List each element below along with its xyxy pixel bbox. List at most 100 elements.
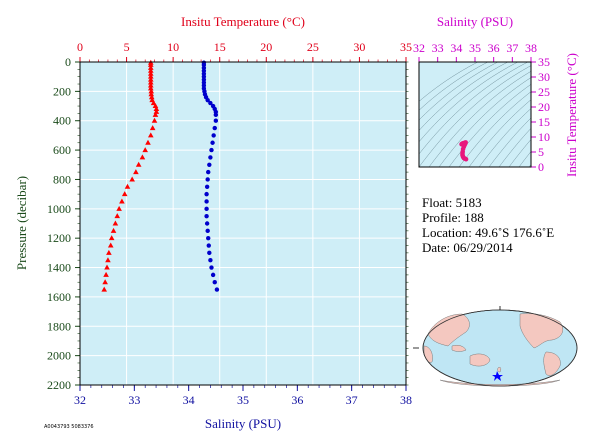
temperature-point xyxy=(110,227,117,233)
ts-temperature-tick-label: 5 xyxy=(538,145,544,159)
temperature-tick-label: 10 xyxy=(167,40,179,54)
ts-plot-area xyxy=(419,62,531,167)
salinity-point xyxy=(204,184,210,189)
salinity-tick-label: 35 xyxy=(237,393,249,407)
ts-temperature-tick-label: 30 xyxy=(538,70,550,84)
salinity-point xyxy=(207,250,212,256)
pressure-tick-label: 1000 xyxy=(47,202,71,216)
ts-salinity-tick-label: 33 xyxy=(432,41,444,55)
temperature-point xyxy=(139,154,146,160)
salinity-point xyxy=(206,243,211,248)
pressure-tick-label: 1800 xyxy=(47,319,71,333)
ts-salinity-tick-label: 35 xyxy=(469,41,481,55)
temperature-point xyxy=(149,125,156,131)
salinity-point xyxy=(208,100,213,106)
salinity-point xyxy=(210,272,216,278)
temperature-point xyxy=(135,161,142,167)
temperature-point xyxy=(152,111,159,117)
temperature-tick-label: 15 xyxy=(214,40,226,54)
temperature-point xyxy=(119,198,125,204)
temperature-point xyxy=(147,73,154,79)
temperature-point xyxy=(102,279,108,285)
temperature-point xyxy=(147,132,154,138)
salinity-point xyxy=(204,199,209,204)
ts-point xyxy=(463,156,469,162)
temperature-point xyxy=(145,139,151,145)
salinity-tick-label: 34 xyxy=(183,393,195,407)
density-contour xyxy=(428,71,531,167)
density-contour xyxy=(518,151,531,167)
footer-code: A0043793 5083376 xyxy=(44,424,94,430)
salinity-point xyxy=(213,118,219,123)
float-number: Float: 5183 xyxy=(422,195,482,210)
temperature-point xyxy=(152,103,159,109)
ts-salinity-tick-label: 38 xyxy=(525,41,537,55)
density-contour xyxy=(448,84,531,167)
pressure-tick-label: 1400 xyxy=(47,261,71,275)
temperature-tick-label: 0 xyxy=(77,40,83,54)
pressure-tick-label: 200 xyxy=(53,84,71,98)
temperature-point xyxy=(114,213,121,219)
temperature-point xyxy=(108,235,115,241)
salinity-tick-label: 32 xyxy=(74,393,86,407)
temperature-point xyxy=(133,169,139,175)
ts-salinity-label: Salinity (PSU) xyxy=(437,14,513,29)
salinity-point xyxy=(206,169,211,175)
density-contour xyxy=(419,62,499,121)
float-location-marker xyxy=(492,371,503,381)
salinity-point xyxy=(208,155,213,160)
temperature-point xyxy=(106,249,112,255)
temperature-point xyxy=(101,286,108,292)
density-contour xyxy=(468,99,531,167)
temperature-point xyxy=(105,257,111,263)
temperature-tick-label: 35 xyxy=(400,40,412,54)
salinity-point xyxy=(205,97,210,103)
ts-salinity-tick-label: 32 xyxy=(413,41,425,55)
temperature-point xyxy=(147,79,154,85)
temperature-point xyxy=(112,220,119,226)
salinity-tick-label: 33 xyxy=(128,393,140,407)
temperature-point xyxy=(148,91,155,97)
temperature-point xyxy=(147,85,154,91)
temperature-point xyxy=(103,271,109,277)
ts-salinity-tick-label: 34 xyxy=(450,41,462,55)
pressure-tick-label: 1600 xyxy=(47,290,71,304)
density-contour xyxy=(438,77,531,167)
salinity-point xyxy=(214,287,220,292)
ts-salinity-tick-label: 36 xyxy=(488,41,500,55)
temperature-point xyxy=(147,76,154,82)
temperature-point xyxy=(150,100,157,106)
temperature-tick-label: 5 xyxy=(124,40,130,54)
profile-number: Profile: 188 xyxy=(422,210,484,225)
temperature-point xyxy=(147,67,154,73)
density-contour xyxy=(419,62,509,131)
ts-temperature-tick-label: 15 xyxy=(538,115,550,129)
salinity-point xyxy=(208,258,213,263)
salinity-point xyxy=(205,228,210,234)
temperature-tick-label: 30 xyxy=(353,40,365,54)
ts-density-contours xyxy=(419,62,531,167)
map-land xyxy=(423,313,563,387)
ts-plot-frame xyxy=(418,61,532,168)
pressure-tick-label: 400 xyxy=(53,114,71,128)
salinity-point xyxy=(212,280,217,285)
salinity-tick-label: 37 xyxy=(346,393,358,407)
salinity-point xyxy=(211,133,216,138)
ts-series xyxy=(459,140,469,162)
salinity-point xyxy=(209,265,214,270)
temperature-point xyxy=(147,70,154,76)
salinity-point xyxy=(210,140,215,145)
pressure-tick-label: 1200 xyxy=(47,231,71,245)
temperature-point xyxy=(124,183,131,189)
density-contour xyxy=(419,62,489,111)
temperature-point xyxy=(147,82,154,88)
temperature-point xyxy=(147,64,154,70)
ts-salinity-tick-label: 37 xyxy=(506,41,518,55)
temperature-axis: 0 5 10 15 20 25 30 35 xyxy=(77,40,412,62)
temperature-series xyxy=(101,59,160,292)
temperature-point xyxy=(148,88,155,94)
density-contour xyxy=(478,108,531,167)
pressure-tick-label: 600 xyxy=(53,143,71,157)
pressure-tick-label: 2200 xyxy=(47,378,71,392)
